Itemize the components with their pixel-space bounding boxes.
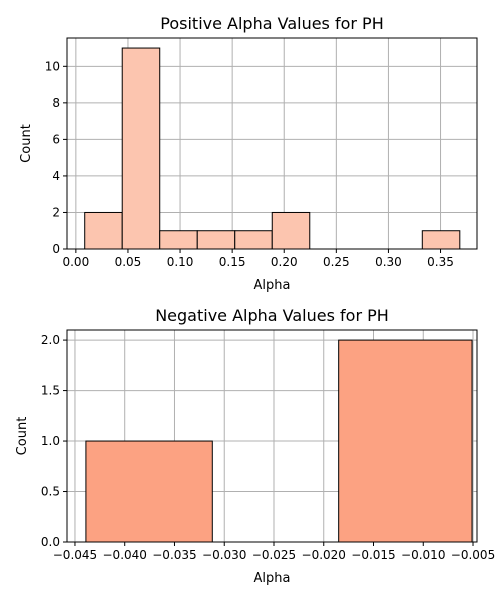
y-tick-label: 0.5 (41, 485, 60, 499)
y-axis-label: Count (15, 417, 30, 456)
y-ticks: 0 2 4 6 8 10 (45, 59, 67, 256)
x-tick-label: −0.040 (103, 548, 147, 562)
histogram-bar (84, 211, 123, 250)
x-tick-label: 0.30 (375, 255, 402, 269)
y-axis-label: Count (19, 124, 34, 163)
x-tick-label: −0.030 (202, 548, 246, 562)
y-tick-label: 1.0 (41, 434, 60, 448)
histogram-bars (84, 47, 461, 250)
x-tick-label: 0.10 (167, 255, 194, 269)
histogram-bar (421, 230, 461, 250)
x-tick-label: −0.020 (302, 548, 346, 562)
y-tick-label: 1.5 (41, 384, 60, 398)
chart-title: Positive Alpha Values for PH (160, 14, 383, 33)
x-tick-label: 0.35 (427, 255, 454, 269)
histogram-bar (196, 230, 236, 250)
x-tick-label: −0.010 (401, 548, 445, 562)
y-tick-label: 4 (52, 169, 60, 183)
axes-frame (66, 37, 478, 250)
x-tick-label: −0.025 (252, 548, 296, 562)
x-ticks: −0.045 −0.040 −0.035 −0.030 −0.025 −0.020 −0.0… (53, 542, 495, 562)
positive-alpha-chart: 0.00 0.05 0.10 0.15 0.20 0.25 0.30 0.35 0 2 4 6 8 10… (19, 14, 478, 293)
y-tick-label: 0.0 (41, 535, 60, 549)
axes-frame (66, 329, 478, 543)
negative-alpha-chart: −0.045 −0.040 −0.035 −0.030 −0.025 −0.020 −0.0… (15, 306, 495, 586)
y-tick-label: 10 (45, 59, 60, 73)
histogram-bar (271, 211, 311, 250)
histogram-bar (234, 230, 273, 250)
histogram-bar (85, 440, 213, 543)
chart-title: Negative Alpha Values for PH (155, 306, 389, 325)
x-tick-label: −0.005 (451, 548, 495, 562)
y-tick-label: 8 (52, 96, 60, 110)
x-tick-label: 0.25 (323, 255, 350, 269)
x-tick-label: −0.035 (152, 548, 196, 562)
y-tick-label: 6 (52, 132, 60, 146)
histogram-bar (338, 339, 473, 543)
histogram-bar (159, 230, 198, 250)
y-tick-label: 2.0 (41, 333, 60, 347)
y-ticks: 0.0 0.5 1.0 1.5 2.0 (41, 333, 67, 549)
histogram-bar (121, 47, 161, 250)
histogram-bars (85, 339, 473, 543)
y-tick-label: 2 (52, 205, 60, 219)
x-tick-label: 0.20 (271, 255, 298, 269)
x-ticks: 0.00 0.05 0.10 0.15 0.20 0.25 0.30 0.35 (62, 249, 454, 269)
x-axis-label: Alpha (254, 278, 291, 293)
x-axis-label: Alpha (254, 571, 291, 586)
x-tick-label: 0.05 (115, 255, 142, 269)
x-tick-label: 0.15 (219, 255, 246, 269)
x-tick-label: −0.045 (53, 548, 97, 562)
x-tick-label: 0.00 (62, 255, 89, 269)
x-tick-label: −0.015 (351, 548, 395, 562)
y-tick-label: 0 (52, 242, 60, 256)
